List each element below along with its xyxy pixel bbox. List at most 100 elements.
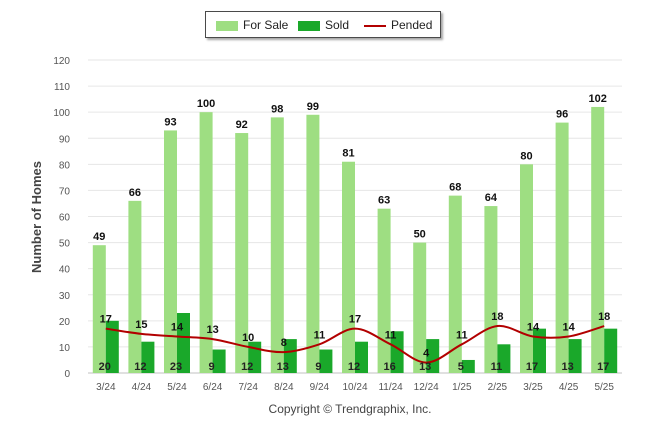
for-sale-bar: [377, 208, 391, 373]
sold-value-label: 13: [561, 361, 573, 373]
pended-value-label: 14: [562, 321, 575, 333]
x-tick-label: 8/24: [274, 382, 294, 393]
for-sale-bars: [92, 106, 605, 374]
sold-bar: [533, 328, 546, 373]
for-sale-bar: [199, 112, 213, 374]
sold-value-label: 9: [315, 361, 321, 373]
for-sale-value-label: 98: [271, 103, 283, 115]
sold-bar: [319, 349, 333, 373]
sold-value-label: 5: [458, 361, 464, 373]
sold-value-label: 12: [348, 361, 360, 373]
sold-bar: [212, 349, 226, 373]
sold-bar: [105, 320, 119, 373]
for-sale-bar: [520, 164, 533, 373]
sold-value-label: 13: [419, 361, 431, 373]
x-tick-label: 3/24: [96, 382, 116, 393]
pended-value-label: 4: [423, 348, 430, 360]
y-tick-label: 30: [59, 291, 71, 302]
sold-value-label: 16: [383, 361, 395, 373]
sold-bar: [568, 339, 582, 373]
for-sale-bar: [448, 195, 462, 373]
for-sale-value-label: 50: [414, 229, 426, 241]
x-tick-label: 7/24: [238, 382, 258, 393]
x-tick-label: 9/24: [310, 382, 330, 393]
sold-bar: [283, 339, 297, 373]
y-axis-ticks: 0 10 20 30 40 50 60 70 80 90 100 110 120: [53, 56, 70, 380]
pended-line: [105, 325, 605, 364]
x-axis-ticks: 3/24 4/24 5/24 6/24 7/24 8/24 9/24 10/24 11/24 12…: [96, 382, 614, 393]
for-sale-value-label: 100: [197, 98, 215, 110]
sold-bar: [355, 341, 368, 373]
pended-value-label: 14: [171, 321, 184, 333]
legend-swatch-for-sale: [216, 21, 238, 31]
sold-value-label: 23: [170, 361, 182, 373]
x-tick-label: 6/24: [203, 382, 223, 393]
pended-value-label: 14: [527, 321, 540, 333]
for-sale-value-label: 66: [129, 187, 141, 199]
for-sale-value-label: 102: [589, 93, 607, 105]
pended-line-series: [105, 325, 605, 364]
sold-bar: [141, 341, 155, 373]
y-tick-label: 10: [59, 343, 71, 354]
sold-value-label: 17: [597, 361, 609, 373]
x-tick-label: 4/24: [132, 382, 152, 393]
for-sale-value-label: 99: [307, 101, 319, 113]
for-sale-value-label: 81: [342, 148, 354, 160]
pended-value-label: 15: [135, 319, 147, 331]
pended-value-label: 17: [100, 314, 112, 326]
for-sale-bar: [164, 130, 177, 373]
sold-bar: [177, 313, 190, 373]
y-tick-label: 0: [64, 369, 70, 380]
pended-value-label: 13: [206, 324, 218, 336]
pended-value-label: 17: [349, 314, 361, 326]
for-sale-value-label: 80: [520, 150, 532, 162]
legend-swatch-pended: [364, 25, 386, 27]
sold-bar: [604, 328, 618, 373]
sold-bar: [390, 331, 404, 373]
for-sale-bar: [128, 200, 142, 373]
y-tick-label: 20: [59, 317, 71, 328]
sold-value-label: 17: [526, 361, 538, 373]
legend-label-pended: Pended: [391, 18, 433, 32]
for-sale-value-label: 68: [449, 182, 461, 194]
y-tick-label: 100: [53, 108, 70, 119]
pended-value-label: 11: [456, 329, 468, 341]
for-sale-bar: [555, 122, 569, 373]
x-tick-label: 12/24: [414, 382, 439, 393]
for-sale-value-label: 63: [378, 195, 390, 207]
sold-value-label: 12: [134, 361, 146, 373]
for-sale-bar: [342, 161, 355, 373]
sold-bar: [497, 344, 511, 373]
y-tick-label: 80: [59, 160, 71, 171]
y-tick-label: 40: [59, 265, 71, 276]
pended-value-label: 18: [598, 311, 610, 323]
y-tick-label: 120: [53, 56, 70, 67]
for-sale-bar: [92, 245, 106, 373]
for-sale-bar: [484, 206, 498, 373]
y-tick-label: 110: [54, 82, 70, 93]
pended-value-label: 11: [314, 329, 326, 341]
x-tick-label: 5/24: [167, 382, 187, 393]
x-tick-label: 3/25: [523, 382, 543, 393]
for-sale-bar: [235, 133, 249, 373]
y-tick-label: 50: [59, 239, 71, 250]
sold-value-label: 9: [209, 361, 215, 373]
y-tick-label: 90: [59, 134, 71, 145]
for-sale-bar: [413, 242, 427, 373]
for-sale-bar: [270, 117, 284, 373]
pended-value-label: 8: [281, 337, 287, 349]
pended-value-label: 10: [242, 332, 254, 344]
y-axis-title: Number of Homes: [29, 161, 44, 273]
for-sale-value-label: 64: [485, 192, 498, 204]
for-sale-bar: [306, 114, 320, 374]
sold-bar: [426, 339, 440, 373]
sold-value-label: 13: [277, 361, 289, 373]
copyright-credit: Copyright © Trendgraphix, Inc.: [268, 402, 432, 416]
sold-bar: [461, 359, 475, 373]
for-sale-value-label: 92: [236, 119, 248, 131]
for-sale-bar: [591, 106, 605, 373]
x-tick-label: 1/25: [452, 382, 472, 393]
legend-label-sold: Sold: [325, 18, 350, 32]
sold-bars: [105, 313, 618, 373]
data-labels: 4920661293231009921298139998112631650136…: [93, 93, 610, 373]
